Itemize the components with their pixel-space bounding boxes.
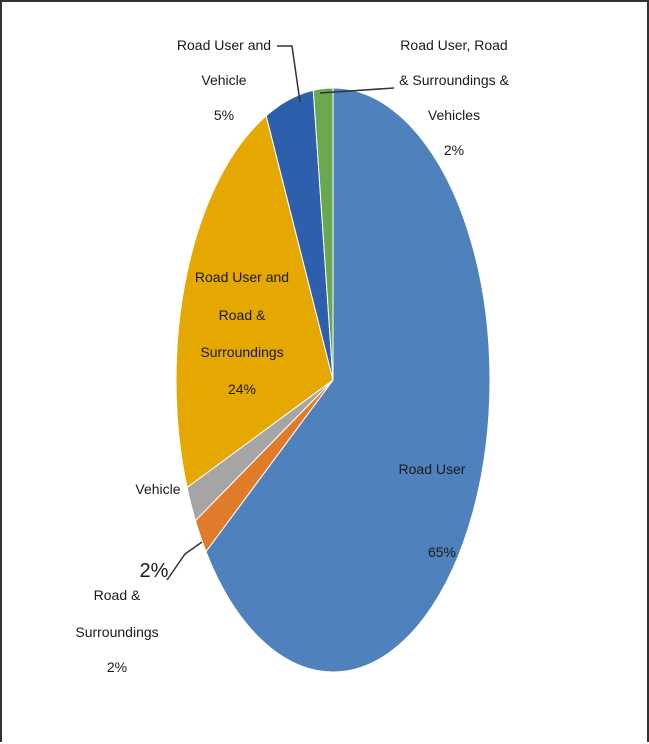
- label-road-user-vehicle-line1: Road User and: [177, 37, 271, 53]
- pie-slice-5: [312, 87, 334, 381]
- label-all-three-line3: Vehicles: [428, 107, 480, 123]
- leader-road-user-road-surroundings-vehicles: [319, 87, 395, 94]
- leader-road-user-vehicle: [277, 45, 301, 103]
- label-all-three-line1: Road User, Road: [400, 37, 507, 53]
- label-road-user-road-line2: Road &: [219, 307, 266, 323]
- label-road-user-road-line1: Road User and: [195, 269, 289, 285]
- label-road-user-value: 65%: [428, 544, 456, 560]
- pie-slice-0: [205, 87, 491, 673]
- label-road-user-road-value: 24%: [228, 381, 256, 397]
- label-road-surroundings-line2: Surroundings: [75, 624, 158, 640]
- label-road-user-vehicle-value: 5%: [214, 107, 234, 123]
- label-all-three-line2: & Surroundings &: [399, 72, 509, 88]
- label-road-surroundings-value: 2%: [107, 659, 127, 675]
- leader-road-surroundings: [166, 541, 203, 581]
- label-road-user-road-line3: Surroundings: [200, 344, 283, 360]
- label-vehicle: Vehicle: [135, 481, 180, 497]
- label-road-user: Road User: [399, 461, 466, 477]
- label-road-user-vehicle-line2: Vehicle: [201, 72, 246, 88]
- label-road-surroundings-extra: 2%: [140, 560, 169, 582]
- label-all-three-value: 2%: [444, 142, 464, 158]
- pie-slice-3: [175, 114, 334, 489]
- label-road-surroundings-line1: Road &: [94, 587, 141, 603]
